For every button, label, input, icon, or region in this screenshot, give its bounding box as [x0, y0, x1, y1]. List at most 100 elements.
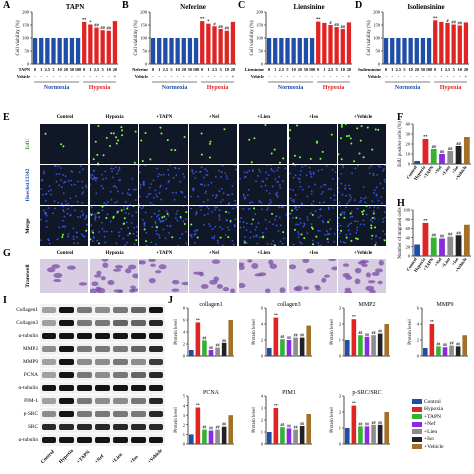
nucleus-dot: [222, 192, 225, 195]
nucleus-dot: [58, 184, 61, 187]
bar: [195, 322, 201, 356]
edu-dot: [338, 153, 340, 156]
vehicle-sign: -: [268, 74, 270, 79]
nucleus-dot: [299, 185, 301, 188]
edu-dot: [341, 125, 344, 128]
nucleus-dot: [152, 179, 155, 182]
nucleus-dot: [132, 232, 135, 235]
bar: [181, 38, 186, 64]
y-axis-label: Protein level: [252, 319, 257, 345]
nucleus-dot: [203, 214, 206, 217]
blot-band: [77, 320, 93, 326]
bar: [280, 427, 285, 444]
nucleus-dot: [281, 242, 284, 245]
significance-label: ##: [359, 422, 363, 426]
nucleus-dot: [211, 236, 214, 239]
y-tick-label: 150: [22, 23, 30, 28]
nucleus-dot: [122, 206, 125, 208]
nucleus-dot: [384, 206, 387, 208]
nucleus-dot: [311, 239, 314, 242]
nucleus-dot: [110, 170, 113, 173]
vehicle-row-label: Vehicle: [251, 74, 264, 79]
blot-lane-label: Control: [40, 449, 56, 465]
migrated-cell: [51, 264, 61, 269]
nucleus-dot: [76, 200, 79, 203]
nucleus-dot: [131, 215, 133, 217]
bar: [364, 426, 370, 444]
edu-dot: [362, 213, 365, 216]
concentration-label: 10: [57, 67, 61, 72]
nucleus-dot: [282, 237, 285, 240]
blot-lane-label: +TAPN: [76, 450, 92, 465]
edu-dot: [340, 137, 343, 140]
nucleus-dot: [349, 187, 352, 190]
edu-dot: [97, 242, 100, 245]
bar: [463, 137, 470, 164]
concentration-label: 5: [170, 67, 172, 72]
y-tick-label: 0: [145, 62, 148, 67]
migrated-cell: [114, 264, 123, 269]
edu-dot: [196, 236, 199, 239]
blot-band: [148, 359, 164, 365]
y-tick-label: 0: [261, 442, 264, 447]
nucleus-dot: [213, 237, 216, 240]
blot-band: [95, 307, 110, 313]
edu-dot: [120, 134, 123, 137]
nucleus-dot: [105, 230, 108, 233]
significance-label: ##: [443, 343, 447, 347]
nucleus-dot: [275, 215, 277, 218]
edu-dot: [219, 236, 222, 239]
edu-dot: [116, 139, 119, 142]
nucleus-dot: [50, 189, 52, 192]
concentration-label: 5: [403, 67, 405, 72]
nucleus-dot: [229, 221, 232, 224]
edu-dot: [326, 220, 329, 223]
nucleus-dot: [308, 166, 310, 169]
normoxia-label: Normoxia: [395, 85, 421, 91]
significance-label: ##: [456, 342, 460, 346]
nucleus-dot: [320, 192, 322, 195]
nucleus-dot: [310, 223, 313, 225]
bar: [402, 38, 407, 64]
nucleus-dot: [150, 183, 153, 185]
nucleus-dot: [79, 216, 82, 219]
blot-band: [112, 398, 128, 404]
nucleus-dot: [239, 226, 242, 229]
nucleus-dot: [144, 224, 146, 227]
nucleus-dot: [92, 237, 95, 240]
nucleus-dot: [227, 211, 230, 214]
nucleus-dot: [254, 213, 257, 215]
nucleus-dot: [71, 170, 74, 173]
concentration-label: 20: [182, 67, 186, 72]
edu-dot: [310, 226, 313, 229]
edu-dot: [319, 157, 322, 160]
edu-dot: [250, 161, 253, 164]
concentration-label: 0: [83, 67, 85, 72]
y-tick-label: 10: [406, 152, 411, 157]
edu-dot: [370, 226, 373, 229]
nucleus-dot: [278, 175, 280, 178]
nucleus-dot: [331, 168, 334, 171]
edu-dot: [349, 212, 352, 215]
nucleus-dot: [371, 220, 374, 223]
bar: [303, 38, 309, 64]
nucleus-dot: [298, 217, 301, 220]
nucleus-dot: [285, 213, 288, 216]
bar: [408, 38, 413, 64]
nucleus-dot: [359, 223, 362, 226]
significance-label: ##: [209, 346, 213, 350]
blot-band: [95, 437, 110, 443]
significance-label: ##: [448, 232, 453, 237]
transwell-condition-label: Hypoxia: [105, 251, 124, 256]
nucleus-dot: [158, 219, 161, 221]
nucleus-dot: [179, 180, 182, 183]
bar: [414, 161, 421, 164]
nucleus-dot: [220, 175, 223, 178]
nucleus-dot: [233, 165, 236, 166]
y-tick-label: 60: [406, 226, 411, 231]
bar: [351, 319, 357, 356]
edu-dot: [360, 139, 363, 142]
edu-dot: [159, 126, 162, 129]
nucleus-dot: [65, 203, 67, 205]
